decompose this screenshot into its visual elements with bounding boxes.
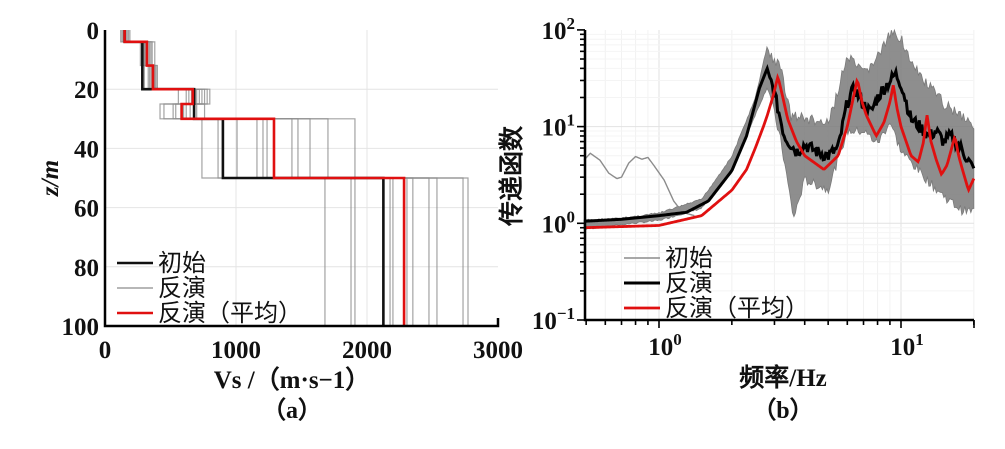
inverted-profile-line [127,30,391,326]
x-axis-label: 频率/Hz [739,363,827,392]
x-axis-label: Vs /（m·s−1） [214,365,371,394]
tick-base: 10 [542,211,567,238]
y-tick-label: 100 [62,314,100,341]
y-tick-label: 102 [542,14,576,45]
tick-exponent: 0 [567,207,576,226]
axes-spine [103,30,500,328]
x-tick-label: 101 [890,330,924,361]
y-tick-label: 100 [542,207,576,238]
y-tick-label: 10−1 [532,304,575,335]
y-tick-label: 101 [542,111,576,142]
tick-base: 10 [542,115,567,142]
inverted-profile-line [121,30,394,326]
tick-base: 10 [532,308,557,335]
y-tick-label: 0 [87,18,100,45]
legend-label: 反演 [665,270,713,297]
y-axis-label: z/m [37,160,64,197]
legend-label: 反演（平均） [665,295,809,322]
initial-transfer-curve [583,152,695,217]
inverted-profile-line [126,30,430,326]
inverted-profile-line [122,30,438,326]
tick-exponent: −1 [557,304,575,323]
inverted-profile-line [120,30,326,326]
inverted-profile-line [122,30,356,326]
inverted-profile-line [129,30,469,326]
tick-base: 10 [890,334,915,361]
legend-label: 初始 [158,250,206,277]
tick-exponent: 1 [915,330,924,349]
tick-base: 10 [542,18,567,45]
x-tick-label: 100 [648,330,682,361]
panel-label-b: （b） [752,397,813,424]
x-tick-label: 2000 [342,337,392,364]
x-tick-label: 1000 [211,337,261,364]
x-tick-label: 0 [99,337,112,364]
y-tick-label: 60 [74,196,99,223]
tick-exponent: 1 [567,111,576,130]
legend-label: 初始 [665,245,713,272]
inverted-curves-band [583,28,975,230]
mean-inverted-transfer-curve [583,72,976,230]
inverted-profile-line [124,30,414,326]
legend-label: 反演（平均） [158,300,302,327]
mean-inverted-profile-line [123,30,406,326]
y-axis-label: 传递函数 [497,125,526,227]
legend-label: 反演 [158,275,206,302]
tick-exponent: 0 [673,330,682,349]
inverted-transfer-curve [583,63,976,223]
x-tick-label: 3000 [473,337,523,364]
y-tick-label: 20 [74,77,99,104]
y-tick-label: 40 [74,136,99,163]
panel-label-a: （a） [262,397,322,424]
tick-exponent: 2 [567,14,576,33]
y-tick-label: 80 [74,255,99,282]
tick-base: 10 [648,334,673,361]
